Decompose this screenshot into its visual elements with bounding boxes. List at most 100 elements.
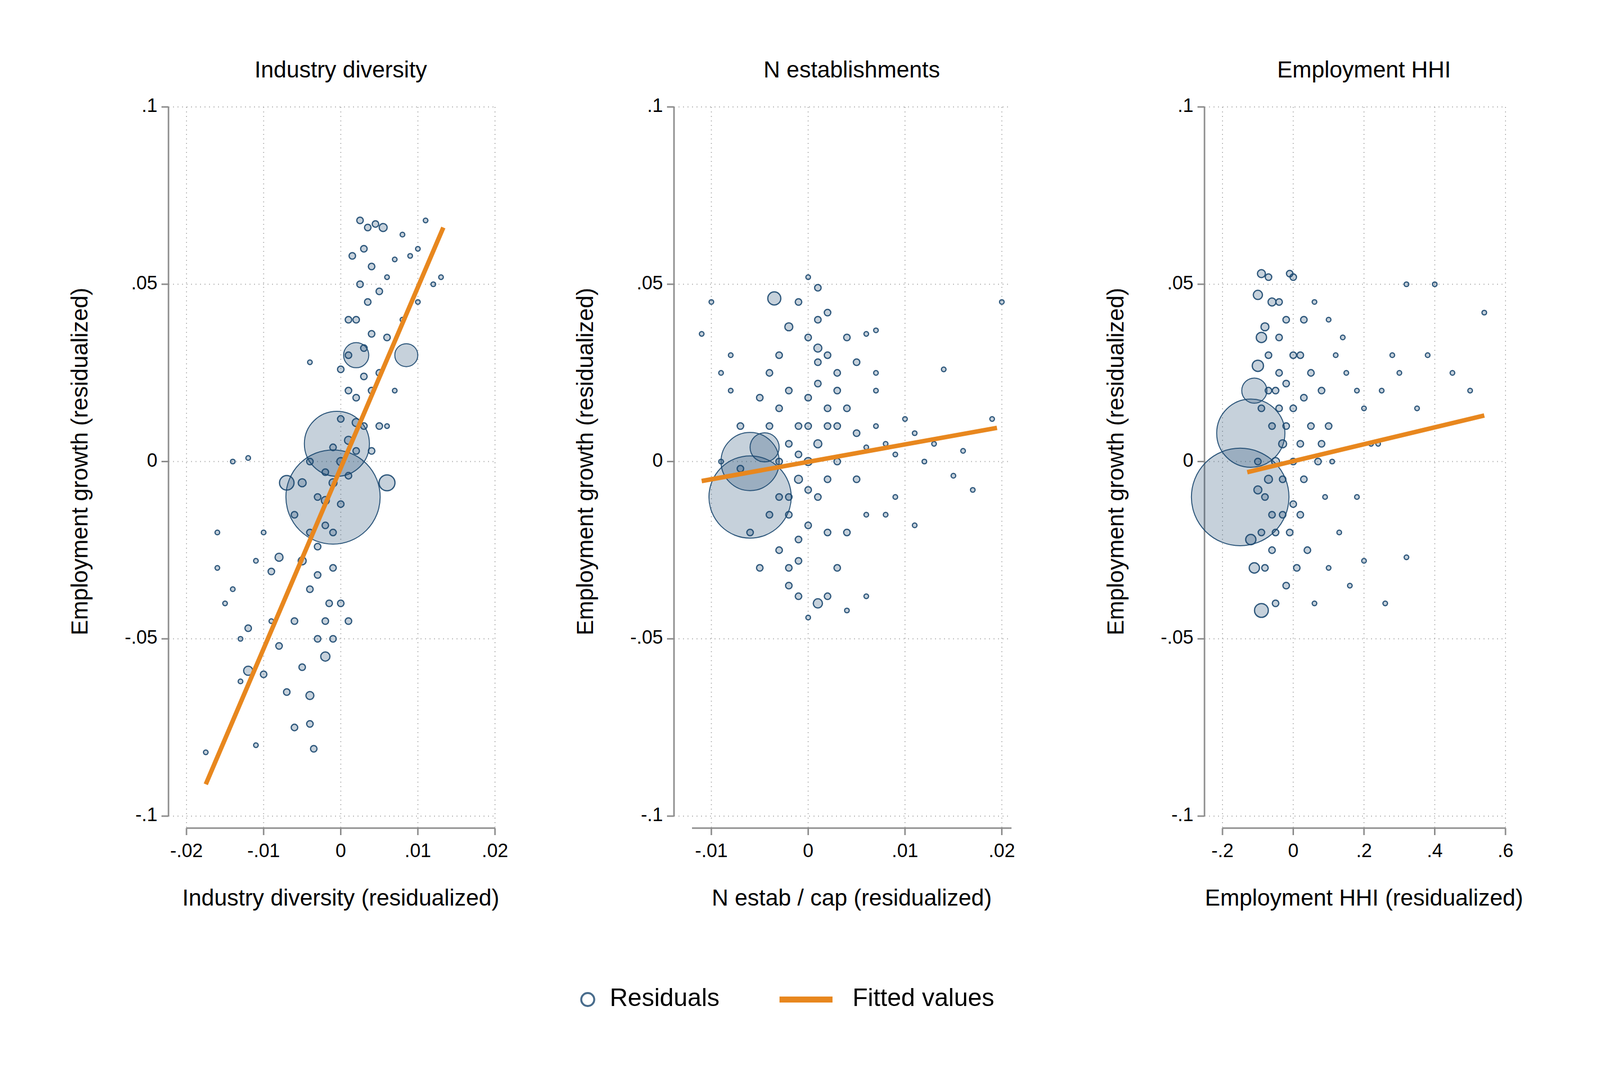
scatter-point xyxy=(1265,387,1272,394)
legend-symbol xyxy=(779,997,833,1003)
scatter-point xyxy=(1261,323,1269,331)
y-tick-label: -.05 xyxy=(125,627,158,648)
scatter-point xyxy=(353,394,360,401)
scatter-point xyxy=(368,263,375,270)
scatter-point xyxy=(1318,441,1325,448)
scatter-point xyxy=(322,618,329,625)
scatter-point xyxy=(814,380,821,387)
scatter-point xyxy=(376,288,383,295)
scatter-point xyxy=(1276,370,1283,377)
y-tick-label: .05 xyxy=(636,272,663,294)
scatter-point xyxy=(1290,501,1297,508)
scatter-point xyxy=(276,643,283,650)
scatter-point xyxy=(1450,371,1455,376)
scatter-point xyxy=(364,299,371,306)
scatter-point xyxy=(1269,423,1276,430)
grid-line xyxy=(168,106,495,108)
scatter-point xyxy=(1265,274,1272,281)
scatter-point xyxy=(1256,332,1267,343)
scatter-point xyxy=(756,394,763,401)
x-tick xyxy=(186,828,188,836)
fitted-line xyxy=(206,227,444,785)
scatter-point xyxy=(1283,582,1290,589)
scatter-point xyxy=(912,523,917,528)
y-tick xyxy=(161,638,169,640)
scatter-point xyxy=(291,724,298,731)
grid-line xyxy=(168,816,495,817)
x-axis-title: Industry diversity (residualized) xyxy=(182,885,499,911)
x-tick xyxy=(340,828,342,836)
scatter-point xyxy=(1330,459,1335,464)
scatter-point xyxy=(1300,476,1307,483)
y-tick xyxy=(1197,816,1205,818)
scatter-point xyxy=(238,637,243,642)
scatter-point xyxy=(728,353,733,358)
scatter-point xyxy=(349,252,356,259)
marks xyxy=(1191,269,1487,618)
scatter-point xyxy=(368,331,375,338)
scatter-point xyxy=(785,565,792,572)
scatter-point xyxy=(824,405,831,412)
scatter-point xyxy=(299,664,306,671)
scatter-point xyxy=(1347,583,1352,588)
x-axis-line xyxy=(692,828,1012,830)
scatter-point xyxy=(990,417,995,422)
x-tick-label: .2 xyxy=(1356,840,1372,862)
scatter-point xyxy=(768,292,781,305)
panel: -.1-.050.05.1-.20.2.4.6Employment HHIEmp… xyxy=(1102,56,1523,911)
scatter-point xyxy=(970,488,975,493)
y-tick-label: -.05 xyxy=(1161,627,1194,648)
grid-line xyxy=(674,106,1012,108)
scatter-point xyxy=(392,257,397,262)
scatter-point xyxy=(291,511,298,518)
scatter-point xyxy=(1390,353,1395,358)
scatter-point xyxy=(1254,604,1269,618)
scatter-point xyxy=(400,232,405,237)
x-tick xyxy=(710,828,712,836)
scatter-point xyxy=(1340,335,1345,340)
y-tick-label: -.1 xyxy=(135,804,158,826)
scatter-point xyxy=(253,559,258,564)
chart-canvas: -.1-.050.05.1-.02-.010.01.02Industry div… xyxy=(0,0,1600,1066)
scatter-point xyxy=(1254,486,1262,494)
panel-title: N establishments xyxy=(763,56,940,83)
x-tick-label: .02 xyxy=(988,840,1015,862)
scatter-point xyxy=(1241,378,1267,403)
scatter-point xyxy=(737,423,744,430)
x-tick xyxy=(417,828,419,836)
scatter-point xyxy=(853,359,860,366)
y-tick-label: .1 xyxy=(647,95,663,116)
scatter-point xyxy=(824,352,831,359)
scatter-point xyxy=(268,568,275,575)
scatter-point xyxy=(376,423,383,430)
scatter-point xyxy=(379,223,387,232)
scatter-point xyxy=(824,593,831,600)
scatter-point xyxy=(814,344,822,352)
legend-label: Residuals xyxy=(609,984,720,1012)
grid-line xyxy=(807,107,809,829)
y-tick xyxy=(1197,461,1205,463)
scatter-point xyxy=(1252,360,1264,372)
scatter-point xyxy=(357,281,364,288)
grid-line xyxy=(1363,107,1365,829)
scatter-point xyxy=(805,487,812,494)
scatter-point xyxy=(785,323,793,331)
scatter-point xyxy=(246,456,251,461)
scatter-point xyxy=(1257,269,1266,278)
scatter-point xyxy=(384,424,389,429)
scatter-point xyxy=(310,746,317,753)
scatter-point xyxy=(795,451,802,458)
scatter-point xyxy=(415,300,420,305)
scatter-point xyxy=(941,367,946,372)
scatter-point xyxy=(747,529,754,536)
y-tick-label: -.1 xyxy=(641,804,663,826)
scatter-point xyxy=(1216,399,1285,468)
panel-title: Industry diversity xyxy=(254,56,427,83)
scatter-point xyxy=(279,476,294,491)
scatter-point xyxy=(1279,511,1286,518)
scatter-point xyxy=(824,309,831,316)
scatter-point xyxy=(1468,388,1473,393)
scatter-point xyxy=(718,371,723,376)
scatter-point xyxy=(343,342,369,368)
grid-line xyxy=(1001,107,1003,829)
